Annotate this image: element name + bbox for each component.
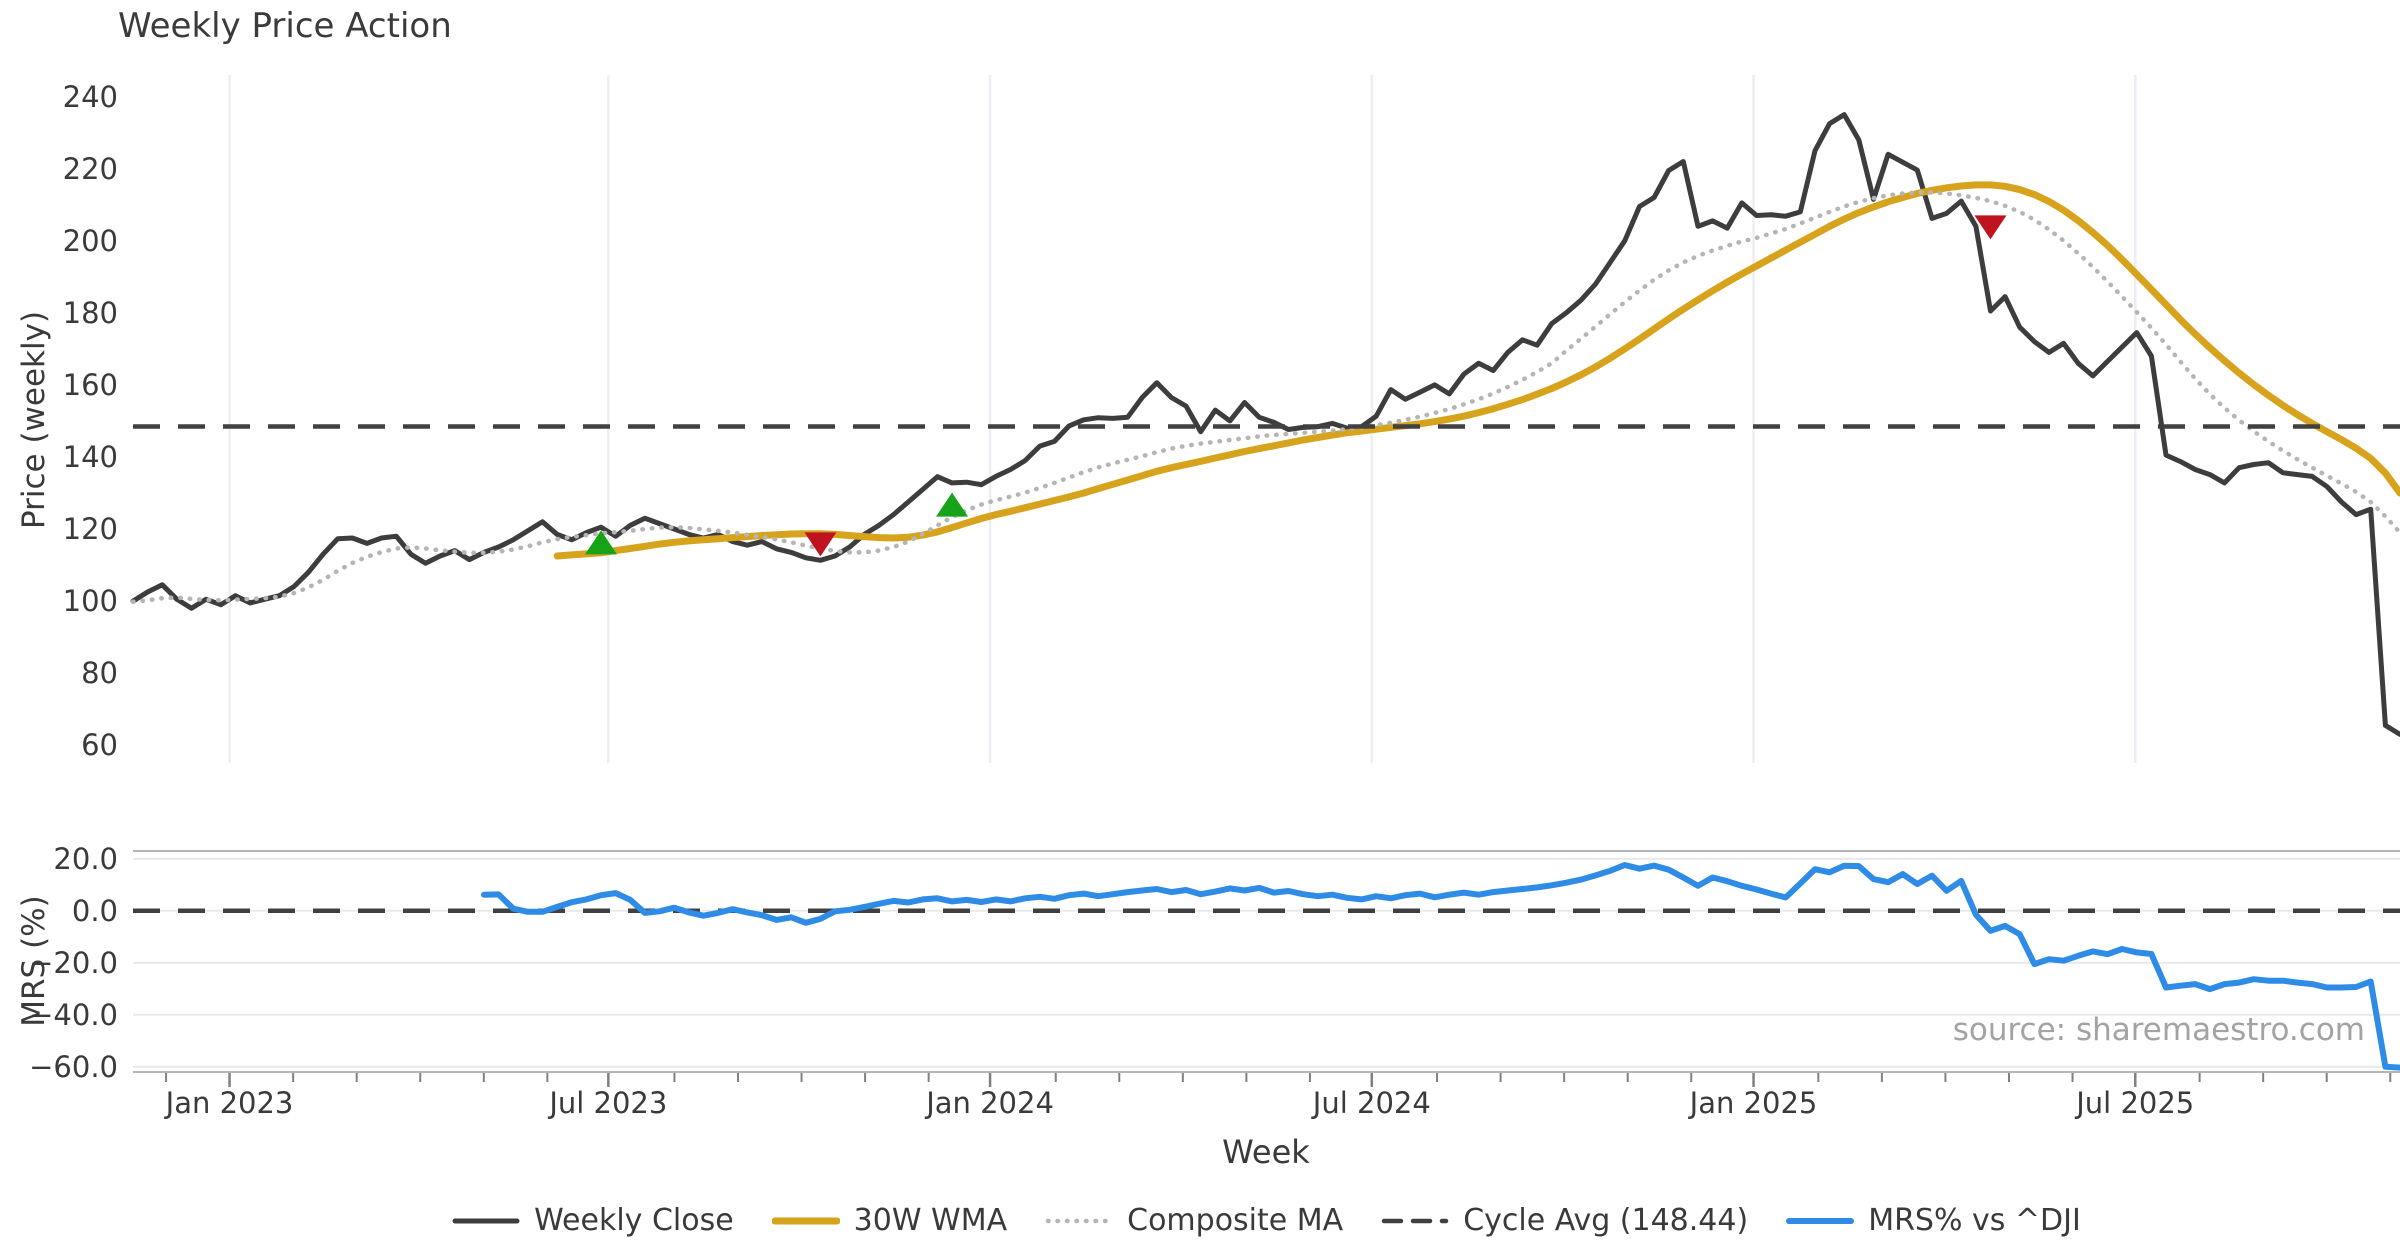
price-tick-label: 140 — [62, 439, 118, 474]
chart-title: Weekly Price Action — [118, 6, 452, 46]
weekly-close-line — [130, 112, 2400, 737]
x-tick-label: Jan 2024 — [926, 1086, 1054, 1120]
legend-item: MRS% vs ^DJI — [1786, 1203, 2081, 1238]
sell-marker — [804, 532, 837, 557]
price-tick-label: 80 — [81, 656, 118, 691]
legend-swatch-close-icon — [452, 1218, 520, 1223]
legend-swatch-composite-icon — [1045, 1218, 1113, 1223]
mrs-tick-label: −60.0 — [29, 1049, 118, 1084]
legend-item: Weekly Close — [452, 1203, 734, 1238]
x-tick-label: Jul 2025 — [2076, 1086, 2195, 1120]
legend-label: Cycle Avg (148.44) — [1463, 1203, 1749, 1238]
legend-label: Weekly Close — [534, 1203, 734, 1238]
x-tick-label: Jan 2025 — [1689, 1086, 1818, 1120]
x-tick-label: Jul 2024 — [1312, 1086, 1431, 1120]
x-tick-label: Jul 2023 — [549, 1086, 668, 1120]
legend-item: Cycle Avg (148.44) — [1381, 1203, 1748, 1238]
legend-swatch-cycle-icon — [1381, 1218, 1449, 1223]
legend-item: Composite MA — [1045, 1203, 1343, 1238]
price-tick-label: 160 — [62, 367, 118, 402]
price-tick-label: 60 — [81, 728, 118, 763]
mrs-tick-label: 0.0 — [71, 893, 118, 928]
price-tick-label: 100 — [62, 584, 118, 619]
price-tick-label: 120 — [62, 511, 118, 546]
legend-label: MRS% vs ^DJI — [1868, 1203, 2081, 1238]
mrs-tick-label: −20.0 — [29, 945, 118, 980]
mrs-tick-label: 20.0 — [53, 841, 118, 876]
legend-item: 30W WMA — [771, 1203, 1008, 1238]
price-axis-label: Price (weekly) — [16, 310, 52, 530]
composite-ma-line — [130, 190, 2400, 605]
mrs-vs-dji-line — [481, 862, 2400, 1071]
price-tick-label: 180 — [62, 295, 118, 330]
price-tick-label: 240 — [62, 79, 118, 114]
x-axis-label: Week — [1222, 1133, 1310, 1171]
buy-marker — [936, 492, 969, 517]
legend-label: 30W WMA — [853, 1203, 1008, 1238]
30w-wma-line — [553, 181, 2400, 560]
legend: Weekly Close 30W WMA Composite MA Cycle Avg… — [133, 1203, 2400, 1238]
legend-swatch-mrs-icon — [1786, 1217, 1855, 1224]
price-tick-label: 220 — [62, 151, 118, 186]
price-tick-label: 200 — [62, 223, 118, 258]
mrs-tick-label: −40.0 — [29, 997, 118, 1032]
buy-marker — [585, 530, 618, 555]
legend-swatch-wma-icon — [771, 1217, 840, 1224]
sell-marker — [1974, 215, 2007, 240]
x-tick-label: Jan 2023 — [165, 1086, 294, 1120]
legend-label: Composite MA — [1127, 1203, 1344, 1238]
source-credit: source: sharemaestro.com — [1952, 1012, 2365, 1048]
